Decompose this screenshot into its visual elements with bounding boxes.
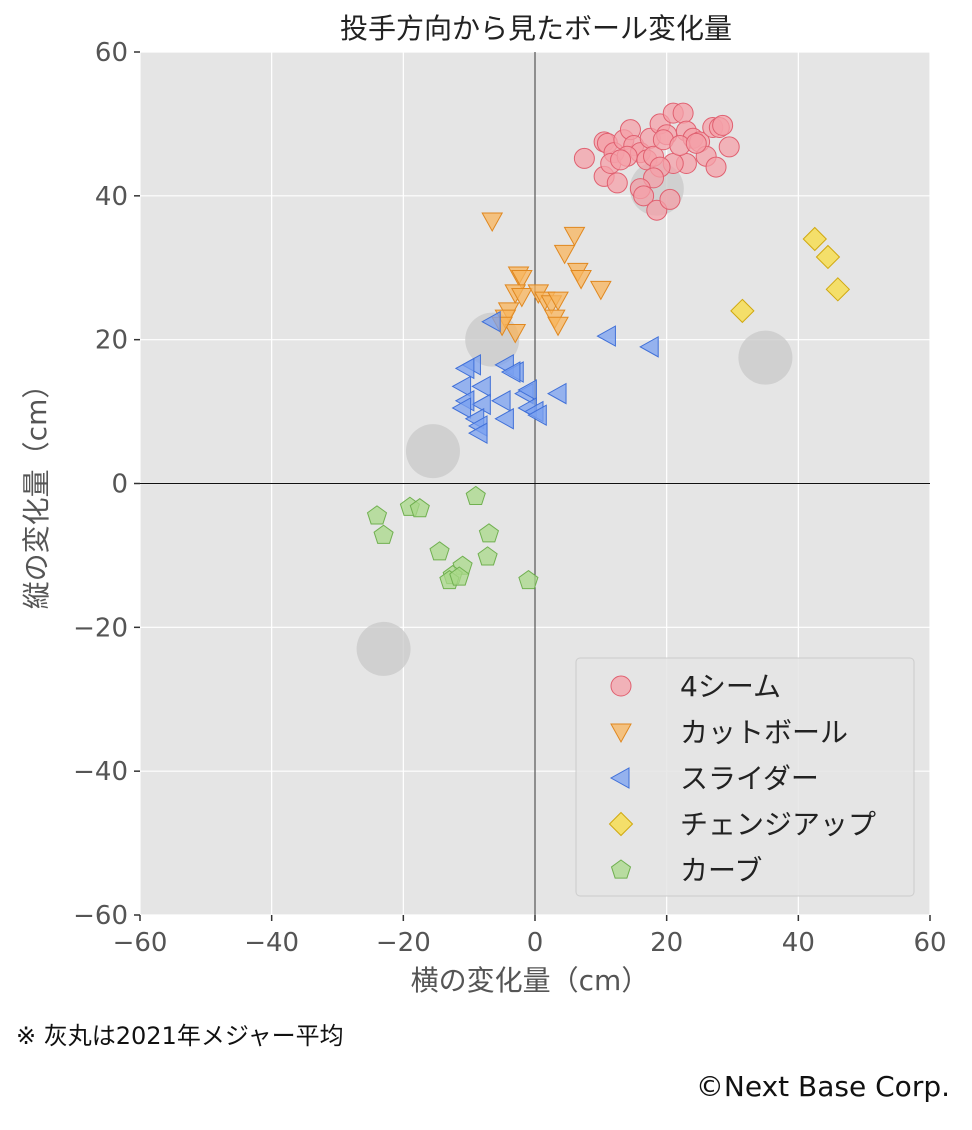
x-tick-label: −60 <box>113 928 168 958</box>
data-point <box>451 397 472 419</box>
data-point <box>491 389 511 412</box>
data-point <box>366 505 388 525</box>
data-point <box>606 172 628 194</box>
ticks: −60 −40 −20 0 20 40 60 60 40 20 0 −20 −40 −60 <box>73 38 946 958</box>
data-point <box>718 136 740 158</box>
data-point <box>573 147 595 169</box>
y-axis-label: 縦の変化量（cm） <box>20 371 53 610</box>
data-point <box>454 357 475 380</box>
data-point <box>633 185 655 207</box>
data-point <box>471 375 491 398</box>
legend-marker <box>609 767 630 789</box>
y-tick-label: 60 <box>95 38 128 68</box>
legend-label: チェンジアップ <box>680 808 876 841</box>
legend-label: 4シーム <box>680 670 781 703</box>
data-point <box>478 523 500 543</box>
data-point <box>510 270 533 290</box>
y-tick-label: 0 <box>111 470 128 500</box>
data-point <box>802 226 827 252</box>
legend-label: スライダー <box>680 762 819 795</box>
y-tick-label: −20 <box>73 613 128 643</box>
data-point <box>481 310 501 333</box>
data-point <box>468 422 488 445</box>
data-point <box>547 382 567 405</box>
legend-marker <box>610 859 632 879</box>
legend-label: カーブ <box>680 854 762 887</box>
data-point <box>610 149 632 171</box>
data-point <box>518 569 539 590</box>
legend-label: カットボール <box>680 716 848 749</box>
data-point <box>563 226 586 247</box>
average-point <box>738 330 793 385</box>
legend-marker <box>608 811 634 837</box>
legend-box <box>575 657 915 897</box>
x-tick-label: 40 <box>782 928 815 958</box>
y-tick-label: −40 <box>73 757 128 787</box>
x-axis-label: 横の変化量（cm） <box>411 964 650 997</box>
data-point <box>471 393 491 416</box>
footnote: ※ 灰丸は2021年メジャー平均 <box>16 1022 344 1050</box>
legend-marker <box>610 675 632 697</box>
data-point <box>451 375 472 398</box>
data-point <box>500 361 521 383</box>
legend-marker <box>610 723 632 744</box>
data-point <box>465 485 486 506</box>
y-tick-label: −60 <box>73 901 128 931</box>
y-tick-label: 20 <box>95 326 128 356</box>
data-point <box>517 379 537 401</box>
x-tick-label: 20 <box>650 928 683 958</box>
grid <box>139 51 931 916</box>
data-point <box>596 325 616 347</box>
data-point <box>659 188 681 210</box>
x-tick-label: −40 <box>244 928 299 958</box>
data-point <box>672 102 694 124</box>
data-point <box>477 546 498 566</box>
data-point <box>429 541 450 561</box>
data-point <box>510 288 533 308</box>
data-point <box>705 156 727 178</box>
chart-title: 投手方向から見たボール変化量 <box>340 12 732 45</box>
data-point <box>570 270 592 290</box>
x-tick-label: 60 <box>913 928 946 958</box>
x-tick-label: −20 <box>376 928 431 958</box>
x-tick-label: 0 <box>527 928 544 958</box>
points <box>356 102 851 676</box>
data-point <box>589 280 612 301</box>
data-point <box>547 291 569 312</box>
data-point <box>712 114 734 136</box>
average-point <box>405 424 460 479</box>
data-point <box>409 498 430 518</box>
data-point <box>481 212 504 233</box>
data-point <box>639 336 659 358</box>
data-point <box>504 323 527 344</box>
data-point <box>373 524 394 544</box>
data-point <box>449 566 470 586</box>
data-point <box>730 298 755 324</box>
data-point <box>494 407 514 430</box>
data-point <box>685 132 707 154</box>
y-tick-label: 40 <box>95 182 128 212</box>
data-point <box>547 316 569 337</box>
data-point <box>815 244 841 270</box>
data-point <box>825 277 851 302</box>
data-point <box>527 404 547 427</box>
average-point <box>356 621 411 676</box>
data-point <box>553 244 576 265</box>
copyright: ©Next Base Corp. <box>695 1070 950 1103</box>
